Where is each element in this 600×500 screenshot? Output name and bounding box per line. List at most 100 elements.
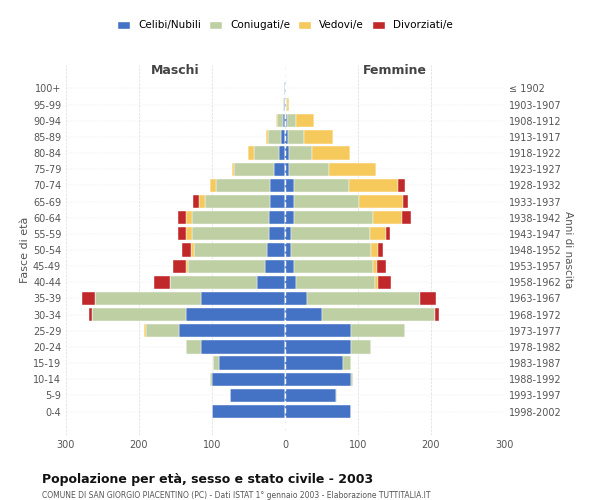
- Bar: [254, 146, 279, 160]
- Bar: [285, 405, 350, 418]
- Bar: [220, 356, 285, 370]
- Bar: [234, 162, 274, 176]
- Bar: [277, 114, 283, 128]
- Bar: [248, 146, 254, 160]
- Bar: [329, 162, 376, 176]
- Bar: [154, 276, 170, 289]
- Bar: [92, 308, 187, 321]
- Bar: [186, 260, 188, 273]
- Bar: [205, 195, 271, 208]
- Bar: [285, 244, 291, 256]
- Bar: [287, 98, 289, 111]
- Bar: [285, 340, 350, 353]
- Bar: [173, 260, 186, 273]
- Bar: [194, 244, 267, 256]
- Bar: [279, 146, 285, 160]
- Bar: [322, 308, 434, 321]
- Bar: [214, 356, 220, 370]
- Bar: [178, 227, 187, 240]
- Bar: [188, 260, 265, 273]
- Bar: [350, 340, 371, 353]
- Bar: [232, 162, 234, 176]
- Bar: [434, 308, 439, 321]
- Bar: [271, 179, 285, 192]
- Bar: [294, 211, 373, 224]
- Bar: [349, 179, 398, 192]
- Bar: [275, 114, 277, 128]
- Bar: [182, 244, 191, 256]
- Text: Popolazione per età, sesso e stato civile - 2003: Popolazione per età, sesso e stato civil…: [42, 472, 373, 486]
- Bar: [285, 372, 350, 386]
- Bar: [294, 195, 359, 208]
- Bar: [230, 389, 285, 402]
- Bar: [201, 292, 285, 305]
- Bar: [370, 227, 386, 240]
- Bar: [402, 211, 410, 224]
- Bar: [371, 244, 379, 256]
- Bar: [285, 276, 296, 289]
- Bar: [178, 211, 187, 224]
- Bar: [294, 260, 373, 273]
- Bar: [285, 130, 288, 143]
- Bar: [312, 146, 350, 160]
- Text: COMUNE DI SAN GIORGIO PIACENTINO (PC) - Dati ISTAT 1° gennaio 2003 - Elaborazion: COMUNE DI SAN GIORGIO PIACENTINO (PC) - …: [42, 491, 431, 500]
- Bar: [350, 372, 353, 386]
- Bar: [285, 260, 294, 273]
- Text: Maschi: Maschi: [151, 64, 200, 77]
- Bar: [420, 292, 436, 305]
- Bar: [285, 98, 286, 111]
- Bar: [343, 356, 350, 370]
- Bar: [212, 372, 285, 386]
- Bar: [281, 130, 285, 143]
- Bar: [187, 340, 201, 353]
- Bar: [269, 211, 285, 224]
- Bar: [283, 98, 284, 111]
- Bar: [268, 130, 281, 143]
- Bar: [284, 82, 285, 95]
- Bar: [210, 372, 212, 386]
- Bar: [82, 292, 95, 305]
- Bar: [193, 195, 199, 208]
- Bar: [191, 244, 194, 256]
- Y-axis label: Fasce di età: Fasce di età: [20, 217, 30, 283]
- Bar: [89, 308, 92, 321]
- Bar: [291, 244, 371, 256]
- Bar: [269, 227, 285, 240]
- Bar: [210, 179, 215, 192]
- Text: Femmine: Femmine: [362, 64, 427, 77]
- Bar: [285, 146, 289, 160]
- Bar: [359, 195, 403, 208]
- Bar: [199, 195, 205, 208]
- Bar: [285, 82, 286, 95]
- Bar: [287, 114, 296, 128]
- Bar: [304, 130, 333, 143]
- Bar: [215, 179, 271, 192]
- Bar: [267, 244, 285, 256]
- Bar: [212, 405, 285, 418]
- Bar: [257, 276, 285, 289]
- Bar: [285, 308, 322, 321]
- Bar: [285, 356, 343, 370]
- Bar: [285, 179, 294, 192]
- Bar: [296, 276, 375, 289]
- Bar: [294, 179, 349, 192]
- Bar: [170, 276, 257, 289]
- Bar: [285, 389, 336, 402]
- Bar: [266, 130, 268, 143]
- Bar: [179, 324, 285, 338]
- Bar: [285, 211, 294, 224]
- Bar: [192, 227, 269, 240]
- Bar: [187, 227, 192, 240]
- Bar: [285, 195, 294, 208]
- Bar: [296, 114, 314, 128]
- Y-axis label: Anni di nascita: Anni di nascita: [563, 212, 573, 288]
- Bar: [271, 195, 285, 208]
- Bar: [95, 292, 201, 305]
- Bar: [283, 114, 285, 128]
- Bar: [291, 227, 370, 240]
- Bar: [373, 211, 402, 224]
- Bar: [288, 130, 304, 143]
- Bar: [146, 324, 179, 338]
- Bar: [307, 292, 420, 305]
- Bar: [285, 227, 291, 240]
